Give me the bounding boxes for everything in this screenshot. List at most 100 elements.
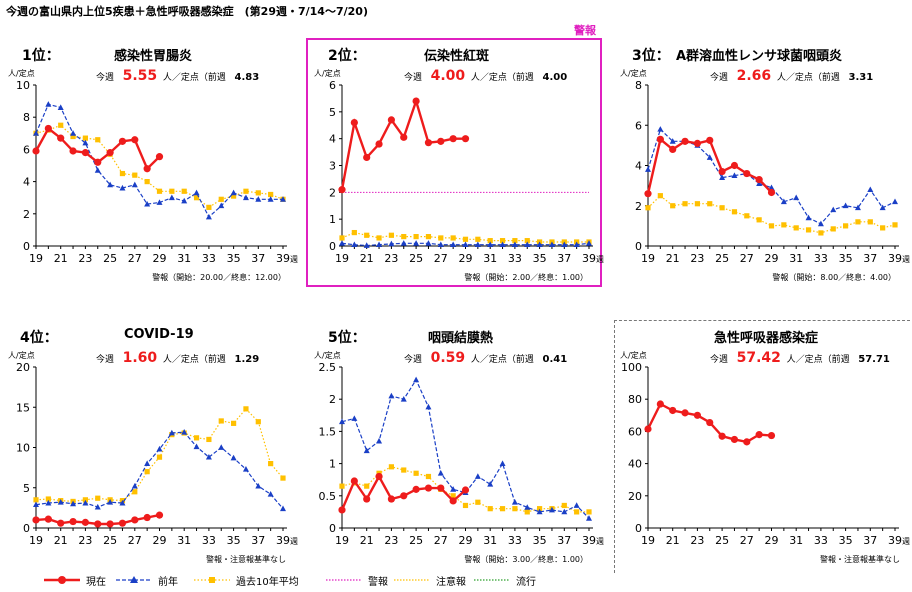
disease-name: 急性呼吸器感染症: [714, 331, 819, 346]
data-point: [450, 486, 457, 492]
previous-value: 3.31: [848, 72, 874, 83]
data-point: [843, 223, 849, 229]
y-tick-label: 4: [23, 176, 30, 189]
threshold-note: 警報・注意報基準なし: [206, 555, 286, 564]
data-point: [94, 503, 101, 510]
data-point: [755, 175, 763, 184]
x-tick-label: 23: [384, 252, 398, 265]
data-point: [487, 238, 493, 244]
y-tick-label: 20: [16, 361, 30, 374]
this-week-label: 今週: [96, 355, 115, 365]
y-tick-label: 0: [635, 522, 642, 535]
x-tick-label: 35: [227, 252, 241, 265]
data-point: [69, 147, 77, 155]
threshold-note: 警報・注意報基準なし: [820, 555, 900, 564]
data-point: [793, 194, 800, 201]
advisory-line-swatch: [394, 579, 430, 581]
data-point: [425, 473, 432, 480]
data-point: [376, 241, 383, 248]
data-point: [438, 235, 444, 241]
previous-value: 1.29: [234, 354, 260, 365]
data-point: [718, 167, 726, 176]
data-point: [376, 235, 382, 241]
x-tick-label: 25: [409, 534, 423, 547]
data-point: [193, 189, 200, 196]
data-point: [218, 202, 225, 209]
data-point: [218, 444, 225, 450]
data-point: [892, 198, 898, 205]
data-point: [793, 225, 799, 231]
x-tick-label: 39: [888, 534, 902, 547]
x-tick-label: 21: [666, 252, 680, 265]
x-tick-label: 23: [78, 252, 92, 265]
data-point: [693, 411, 701, 419]
data-point: [644, 190, 652, 198]
data-point: [573, 502, 580, 508]
data-point: [450, 241, 457, 248]
data-point: [499, 506, 506, 512]
epidemic-line-swatch: [474, 579, 510, 581]
data-point: [780, 198, 787, 205]
series-line: [341, 231, 589, 243]
y-tick-label: 20: [628, 490, 642, 503]
data-point: [413, 240, 420, 246]
data-point: [81, 518, 89, 526]
data-point: [144, 469, 150, 475]
data-point: [425, 234, 432, 240]
x-tick-label: 29: [153, 534, 167, 547]
data-point: [33, 130, 39, 136]
y-tick-label: 4: [329, 133, 336, 146]
disease-name: 感染性胃腸炎: [114, 49, 193, 64]
data-point: [106, 149, 114, 157]
data-point: [376, 437, 383, 444]
data-point: [524, 509, 530, 515]
data-point: [70, 133, 76, 140]
data-point: [45, 499, 52, 506]
data-point: [413, 234, 419, 240]
data-point: [95, 137, 101, 143]
x-tick-label: 33: [202, 534, 216, 547]
x-tick-label: 25: [715, 252, 729, 265]
x-tick-label: 39: [888, 252, 902, 265]
x-tick-label: 33: [814, 252, 828, 265]
x-tick-label: 29: [765, 252, 779, 265]
data-point: [512, 506, 518, 512]
data-point: [437, 241, 444, 248]
y-tick-label: 2: [329, 393, 336, 406]
data-point: [744, 213, 750, 219]
legend-label: 警報: [368, 577, 388, 588]
series-line: [341, 378, 590, 519]
y-tick-label: 2: [23, 208, 30, 221]
data-point: [144, 179, 150, 185]
data-point: [586, 515, 592, 521]
data-point: [132, 172, 138, 178]
data-point: [413, 470, 419, 476]
data-point: [168, 429, 175, 436]
this-week-label: 今週: [404, 73, 423, 83]
x-tick-label: 21: [360, 252, 374, 265]
data-point: [205, 213, 212, 220]
data-point: [193, 195, 200, 201]
y-tick-label: 40: [628, 458, 642, 471]
data-point: [132, 489, 138, 495]
x-tick-label: 19: [335, 534, 349, 547]
data-point: [388, 392, 395, 399]
data-point: [218, 196, 224, 202]
x-tick-label: 25: [103, 252, 117, 265]
chart: 0 2 4 6 8 10 19 21 23 25 27 29 31 33 35 37 39 週: [16, 79, 298, 265]
rank-label: 4位：: [20, 330, 58, 346]
data-point: [144, 460, 151, 466]
x-axis-unit: 週: [902, 537, 910, 546]
alert-line-swatch: [326, 579, 362, 581]
data-point: [743, 438, 751, 446]
previous-value: 57.71: [858, 354, 890, 365]
data-point: [44, 515, 52, 523]
previous-value: 4.83: [234, 72, 260, 83]
data-point: [561, 508, 568, 515]
data-point: [645, 166, 651, 172]
data-point: [181, 429, 188, 435]
data-point: [268, 461, 274, 467]
data-point: [280, 505, 286, 512]
weekly-stat: 今週 0.59 人／定点（前週 0.41: [404, 350, 567, 366]
previous-value: 4.00: [542, 72, 568, 83]
